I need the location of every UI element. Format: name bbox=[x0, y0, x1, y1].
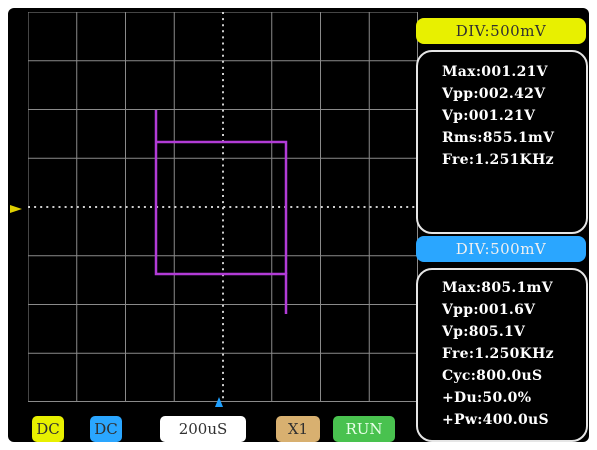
timebase-button[interactable]: 200uS bbox=[160, 416, 246, 442]
oscilloscope-screen: DIV:500mV Max:001.21V Vpp:002.42V Vp:001… bbox=[8, 8, 589, 442]
ch2-vp: Vp:805.1V bbox=[442, 324, 526, 340]
trigger-position-marker-icon bbox=[215, 397, 223, 407]
ch2-cycle: Cyc:800.0uS bbox=[442, 368, 543, 384]
ch2-pulse-width: +Pw:400.0uS bbox=[442, 412, 549, 428]
ch2-measurement-panel: Max:805.1mV Vpp:001.6V Vp:805.1V Fre:1.2… bbox=[416, 268, 588, 442]
ch1-coupling-button[interactable]: DC bbox=[32, 416, 64, 442]
waveform-display bbox=[28, 12, 418, 402]
ch2-vpp: Vpp:001.6V bbox=[442, 302, 536, 318]
graticule-grid bbox=[28, 12, 418, 402]
waveform-trace bbox=[154, 110, 288, 314]
ch2-max: Max:805.1mV bbox=[442, 280, 553, 296]
ch1-freq: Fre:1.251KHz bbox=[442, 152, 554, 168]
ch2-div-label[interactable]: DIV:500mV bbox=[416, 236, 586, 262]
ch1-div-label[interactable]: DIV:500mV bbox=[416, 18, 586, 44]
run-stop-button[interactable]: RUN bbox=[333, 416, 395, 442]
ch1-rms: Rms:855.1mV bbox=[442, 130, 555, 146]
ch1-vpp: Vpp:002.42V bbox=[442, 86, 546, 102]
ch1-measurement-panel: Max:001.21V Vpp:002.42V Vp:001.21V Rms:8… bbox=[416, 50, 588, 234]
ch1-level-marker-icon bbox=[10, 205, 22, 213]
ch1-vp: Vp:001.21V bbox=[442, 108, 536, 124]
ch2-coupling-button[interactable]: DC bbox=[90, 416, 122, 442]
ch2-freq: Fre:1.250KHz bbox=[442, 346, 554, 362]
ch2-duty: +Du:50.0% bbox=[442, 390, 532, 406]
ch1-max: Max:001.21V bbox=[442, 64, 548, 80]
probe-button[interactable]: X1 bbox=[276, 416, 320, 442]
